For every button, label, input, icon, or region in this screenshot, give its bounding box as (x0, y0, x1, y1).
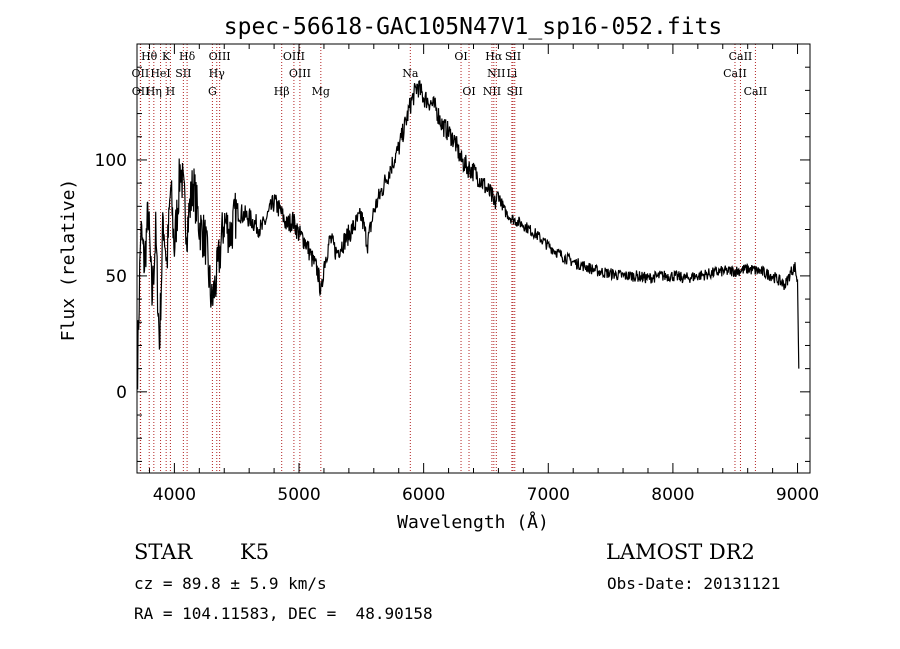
y-tick-label: 50 (105, 267, 127, 287)
line-marker-label: Hβ (274, 85, 290, 98)
line-marker-label: HeI (150, 67, 170, 80)
line-marker-label: NII (483, 85, 501, 98)
line-marker-label: SII (507, 85, 523, 98)
object-class: STAR (134, 540, 193, 564)
line-marker-label: SII (505, 50, 521, 63)
line-marker-label: SII (175, 67, 191, 80)
line-marker-label: Hα (485, 50, 503, 63)
line-marker-label: OI (462, 85, 475, 98)
x-axis-ticks: 4000 5000 6000 7000 8000 9000 (148, 44, 819, 505)
x-tick-label: 9000 (776, 485, 819, 505)
spectral-subclass: K5 (240, 540, 270, 564)
line-marker-label: CaII (723, 67, 747, 80)
line-marker-label: K (162, 50, 171, 63)
line-marker-label: Hθ (141, 50, 158, 63)
line-marker-label: Na (402, 67, 419, 80)
observation-date: Obs-Date: 20131121 (607, 574, 781, 593)
line-marker-label: CaII (729, 50, 753, 63)
line-marker-label: CaII (744, 85, 768, 98)
y-axis-ticks: 0 50 100 (95, 66, 810, 462)
line-marker-label: NII (487, 67, 505, 80)
y-tick-label: 0 (116, 383, 127, 403)
y-axis-label: Flux (relative) (58, 179, 79, 342)
x-tick-label: 7000 (527, 485, 570, 505)
line-marker-label: OII (132, 67, 150, 80)
line-marker-label: OIII (283, 50, 305, 63)
survey-name: LAMOST DR2 (606, 540, 755, 564)
line-marker-label: Hγ (209, 67, 226, 80)
coordinates-text: RA = 104.11583, DEC = 48.90158 (134, 604, 433, 623)
line-markers (139, 44, 756, 473)
line-marker-label: OII (132, 85, 150, 98)
redshift-text: cz = 89.8 ± 5.9 km/s (134, 574, 327, 593)
line-marker-label: OIII (289, 67, 311, 80)
line-marker-label: Mg (312, 85, 330, 98)
line-marker-label: OIII (209, 50, 231, 63)
spectrum-line (137, 80, 800, 390)
line-marker-label: H (166, 85, 176, 98)
x-tick-label: 8000 (651, 485, 694, 505)
x-axis-label: Wavelength (Å) (397, 511, 549, 533)
line-marker-label: Hδ (179, 50, 196, 63)
x-tick-label: 5000 (277, 485, 320, 505)
plot-frame (136, 43, 811, 474)
line-marker-label: G (208, 85, 217, 98)
line-marker-label: Hη (146, 85, 162, 98)
chart-title: spec-56618-GAC105N47V1_sp16-052.fits (224, 14, 723, 40)
x-tick-label: 4000 (153, 485, 196, 505)
line-marker-label: Li (506, 67, 517, 80)
x-tick-label: 6000 (402, 485, 445, 505)
y-tick-label: 100 (95, 151, 127, 171)
line-marker-label: OI (454, 50, 467, 63)
